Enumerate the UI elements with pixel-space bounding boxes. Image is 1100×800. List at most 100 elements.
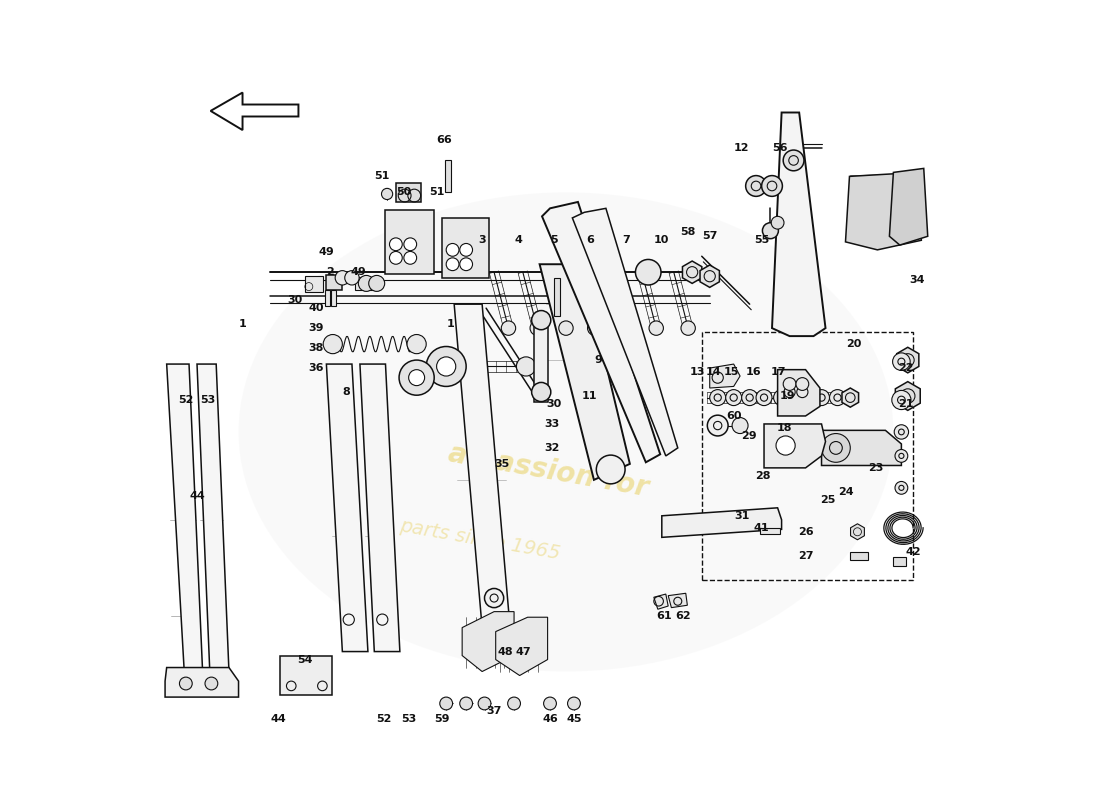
Text: 48: 48 <box>497 646 513 657</box>
Circle shape <box>399 360 435 395</box>
Circle shape <box>895 450 908 462</box>
Polygon shape <box>710 364 740 388</box>
Text: 30: 30 <box>287 295 303 305</box>
Polygon shape <box>842 388 859 407</box>
Bar <box>554 278 560 316</box>
Polygon shape <box>682 261 702 283</box>
Polygon shape <box>668 594 688 608</box>
Text: 53: 53 <box>200 395 216 405</box>
Text: 49: 49 <box>351 267 366 278</box>
Circle shape <box>726 390 741 406</box>
Circle shape <box>617 321 631 335</box>
Polygon shape <box>360 364 400 651</box>
Text: 3: 3 <box>478 235 486 246</box>
Circle shape <box>761 175 782 196</box>
Circle shape <box>543 697 557 710</box>
Text: 1: 1 <box>447 319 454 329</box>
Polygon shape <box>165 667 239 697</box>
Text: 11: 11 <box>582 391 597 401</box>
Circle shape <box>710 390 726 406</box>
Text: 59: 59 <box>434 714 450 725</box>
Text: 52: 52 <box>178 395 194 405</box>
Text: 37: 37 <box>486 706 502 717</box>
Polygon shape <box>662 508 782 538</box>
Text: 26: 26 <box>798 526 813 537</box>
Text: 45: 45 <box>566 714 582 725</box>
Circle shape <box>636 259 661 285</box>
Circle shape <box>502 321 516 335</box>
Text: 32: 32 <box>544 443 560 453</box>
Circle shape <box>382 188 393 199</box>
Circle shape <box>796 378 808 390</box>
Text: 44: 44 <box>271 714 286 725</box>
Text: 10: 10 <box>654 235 670 246</box>
Text: 1: 1 <box>239 319 246 329</box>
Circle shape <box>460 258 473 270</box>
Circle shape <box>437 357 455 376</box>
Text: 51: 51 <box>429 187 444 198</box>
Bar <box>396 182 421 202</box>
Circle shape <box>531 310 551 330</box>
Text: 30: 30 <box>547 399 562 409</box>
Polygon shape <box>778 370 820 416</box>
Text: 38: 38 <box>308 343 323 353</box>
Circle shape <box>771 216 784 229</box>
Circle shape <box>517 357 536 376</box>
Bar <box>327 275 342 290</box>
Text: 40: 40 <box>308 303 323 313</box>
Circle shape <box>814 390 829 406</box>
Text: 27: 27 <box>798 550 813 561</box>
Circle shape <box>746 175 767 196</box>
Polygon shape <box>700 265 719 287</box>
Circle shape <box>404 238 417 250</box>
Bar <box>760 528 780 534</box>
Circle shape <box>336 270 350 285</box>
Text: 29: 29 <box>741 431 757 441</box>
Text: 14: 14 <box>706 367 722 377</box>
Text: 66: 66 <box>437 135 452 146</box>
Text: 54: 54 <box>297 654 312 665</box>
Text: 33: 33 <box>544 419 560 429</box>
Circle shape <box>773 390 790 406</box>
Polygon shape <box>197 364 229 671</box>
Circle shape <box>368 275 385 291</box>
Circle shape <box>681 321 695 335</box>
Polygon shape <box>896 347 918 373</box>
Circle shape <box>389 251 403 264</box>
Polygon shape <box>542 202 660 462</box>
Text: 36: 36 <box>308 363 323 373</box>
Circle shape <box>408 370 425 386</box>
Circle shape <box>407 334 426 354</box>
Text: 13: 13 <box>690 367 705 377</box>
Bar <box>534 314 549 402</box>
Text: 2: 2 <box>327 267 334 278</box>
Circle shape <box>895 482 908 494</box>
Circle shape <box>756 390 772 406</box>
Text: 15: 15 <box>724 367 739 377</box>
Text: 47: 47 <box>516 646 531 657</box>
Bar <box>305 276 323 292</box>
Circle shape <box>793 390 810 406</box>
Ellipse shape <box>239 192 893 671</box>
Circle shape <box>707 415 728 436</box>
Text: 62: 62 <box>674 610 691 621</box>
Text: 60: 60 <box>726 411 741 421</box>
Text: 55: 55 <box>754 235 769 246</box>
Circle shape <box>426 346 466 386</box>
Bar <box>324 290 330 306</box>
Text: 17: 17 <box>771 367 786 377</box>
Polygon shape <box>167 364 202 671</box>
Text: 41: 41 <box>754 522 769 533</box>
Circle shape <box>205 677 218 690</box>
Circle shape <box>484 589 504 608</box>
Bar <box>355 277 380 290</box>
Text: 19: 19 <box>780 391 795 401</box>
Circle shape <box>596 455 625 484</box>
Text: 50: 50 <box>396 187 411 198</box>
Text: 12: 12 <box>734 143 749 154</box>
Circle shape <box>822 434 850 462</box>
Text: 34: 34 <box>910 275 925 286</box>
Text: 31: 31 <box>734 510 749 521</box>
Circle shape <box>733 418 748 434</box>
Circle shape <box>892 390 911 410</box>
